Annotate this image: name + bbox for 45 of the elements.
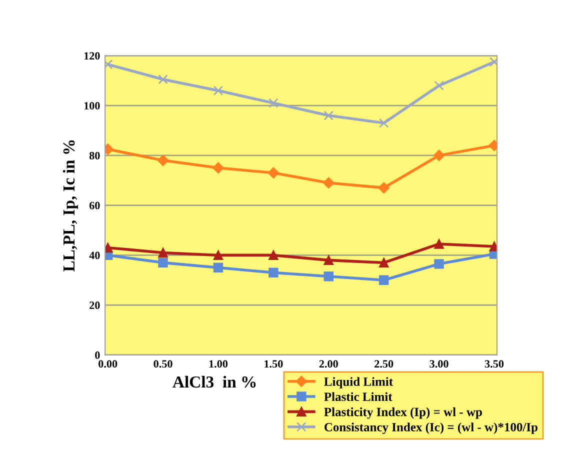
y-tick-label: 60	[89, 202, 100, 210]
point	[378, 182, 390, 194]
legend-label: Liquid Limit	[324, 377, 393, 388]
y-tick-label: 120	[84, 52, 100, 60]
point	[434, 80, 444, 90]
point	[324, 255, 334, 266]
x-tick-label: 0.50	[154, 360, 172, 368]
point	[157, 154, 169, 166]
x-axis-title: AlCl3 in %	[172, 376, 256, 388]
point	[434, 259, 444, 269]
point	[158, 258, 168, 268]
y-axis-title: LL,PL, Ip, Ic in %	[62, 140, 78, 272]
legend-label: Consistancy Index (Ic) = (wl - w)*100/Ip	[324, 422, 538, 434]
y-tick-label: 40	[89, 252, 100, 260]
point	[213, 250, 224, 260]
point	[158, 248, 168, 258]
point	[268, 268, 278, 278]
point	[378, 258, 389, 268]
point	[268, 167, 280, 179]
point	[324, 272, 334, 282]
x-tick-label: 1.00	[209, 360, 228, 368]
x-tick-label: 0.00	[98, 360, 118, 368]
point	[433, 150, 445, 162]
y-tick-label: 0	[95, 351, 100, 359]
point	[323, 177, 334, 188]
y-tick-label: 20	[90, 302, 100, 310]
point	[158, 74, 168, 84]
point	[378, 275, 389, 285]
x-tick-label: 1.50	[264, 360, 283, 368]
point	[213, 262, 224, 273]
x-tick-label: 3.00	[430, 360, 448, 368]
x-tick-label: 2.00	[319, 360, 338, 368]
legend-label: Plastic Limit	[324, 392, 392, 402]
point	[212, 162, 224, 174]
point	[268, 250, 278, 260]
point	[268, 98, 278, 108]
point	[324, 110, 334, 120]
y-tick-label: 100	[84, 102, 100, 110]
point	[378, 118, 389, 128]
x-tick-label: 2.50	[374, 360, 394, 368]
x-tick-label: 3.50	[484, 360, 504, 368]
legend-label: Plasticity Index (Ip) = wl - wp	[324, 407, 482, 419]
point	[213, 86, 224, 96]
point	[434, 239, 444, 249]
y-tick-label: 80	[89, 152, 100, 160]
